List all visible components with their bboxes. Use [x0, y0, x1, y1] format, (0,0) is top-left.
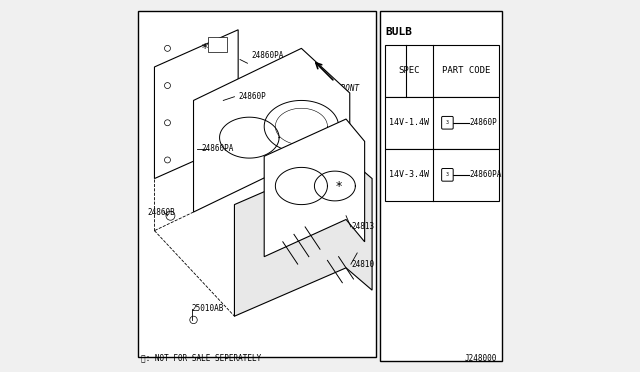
- Text: 14V-1.4W: 14V-1.4W: [389, 118, 429, 127]
- Text: 24860B: 24860B: [147, 208, 175, 217]
- Circle shape: [164, 83, 170, 89]
- Bar: [385, 149, 499, 201]
- Text: 3: 3: [446, 172, 449, 177]
- Text: 24860PA: 24860PA: [201, 144, 234, 153]
- Text: 24813: 24813: [351, 222, 375, 231]
- Text: FRONT: FRONT: [337, 84, 360, 93]
- Bar: [209, 37, 227, 52]
- Text: 24860PA: 24860PA: [470, 170, 502, 179]
- Text: ※: NOT FOR SALE SEPERATELY: ※: NOT FOR SALE SEPERATELY: [141, 354, 262, 363]
- Text: J248000: J248000: [465, 354, 497, 363]
- Bar: [385, 97, 499, 149]
- Bar: [138, 11, 376, 357]
- Polygon shape: [264, 119, 365, 257]
- Text: BULB: BULB: [385, 27, 412, 37]
- Polygon shape: [154, 30, 238, 179]
- FancyBboxPatch shape: [442, 169, 453, 181]
- Text: 24860P: 24860P: [470, 118, 498, 127]
- Text: 25010AB: 25010AB: [191, 304, 224, 313]
- Text: SPEC: SPEC: [399, 66, 420, 75]
- FancyBboxPatch shape: [442, 116, 453, 129]
- Circle shape: [164, 157, 170, 163]
- Polygon shape: [193, 48, 349, 212]
- Text: 3: 3: [446, 120, 449, 125]
- Text: 24860P: 24860P: [238, 92, 266, 101]
- Polygon shape: [234, 156, 372, 316]
- Bar: [380, 11, 502, 361]
- Circle shape: [164, 45, 170, 51]
- Text: 24810: 24810: [351, 260, 375, 269]
- Circle shape: [164, 120, 170, 126]
- Circle shape: [166, 211, 175, 220]
- Text: PART CODE: PART CODE: [442, 66, 490, 75]
- Circle shape: [190, 316, 197, 324]
- Text: 14V-3.4W: 14V-3.4W: [389, 170, 429, 179]
- Text: 24860PA: 24860PA: [251, 51, 284, 60]
- Text: *: *: [335, 180, 342, 192]
- Bar: [385, 45, 499, 97]
- Text: *: *: [202, 42, 208, 55]
